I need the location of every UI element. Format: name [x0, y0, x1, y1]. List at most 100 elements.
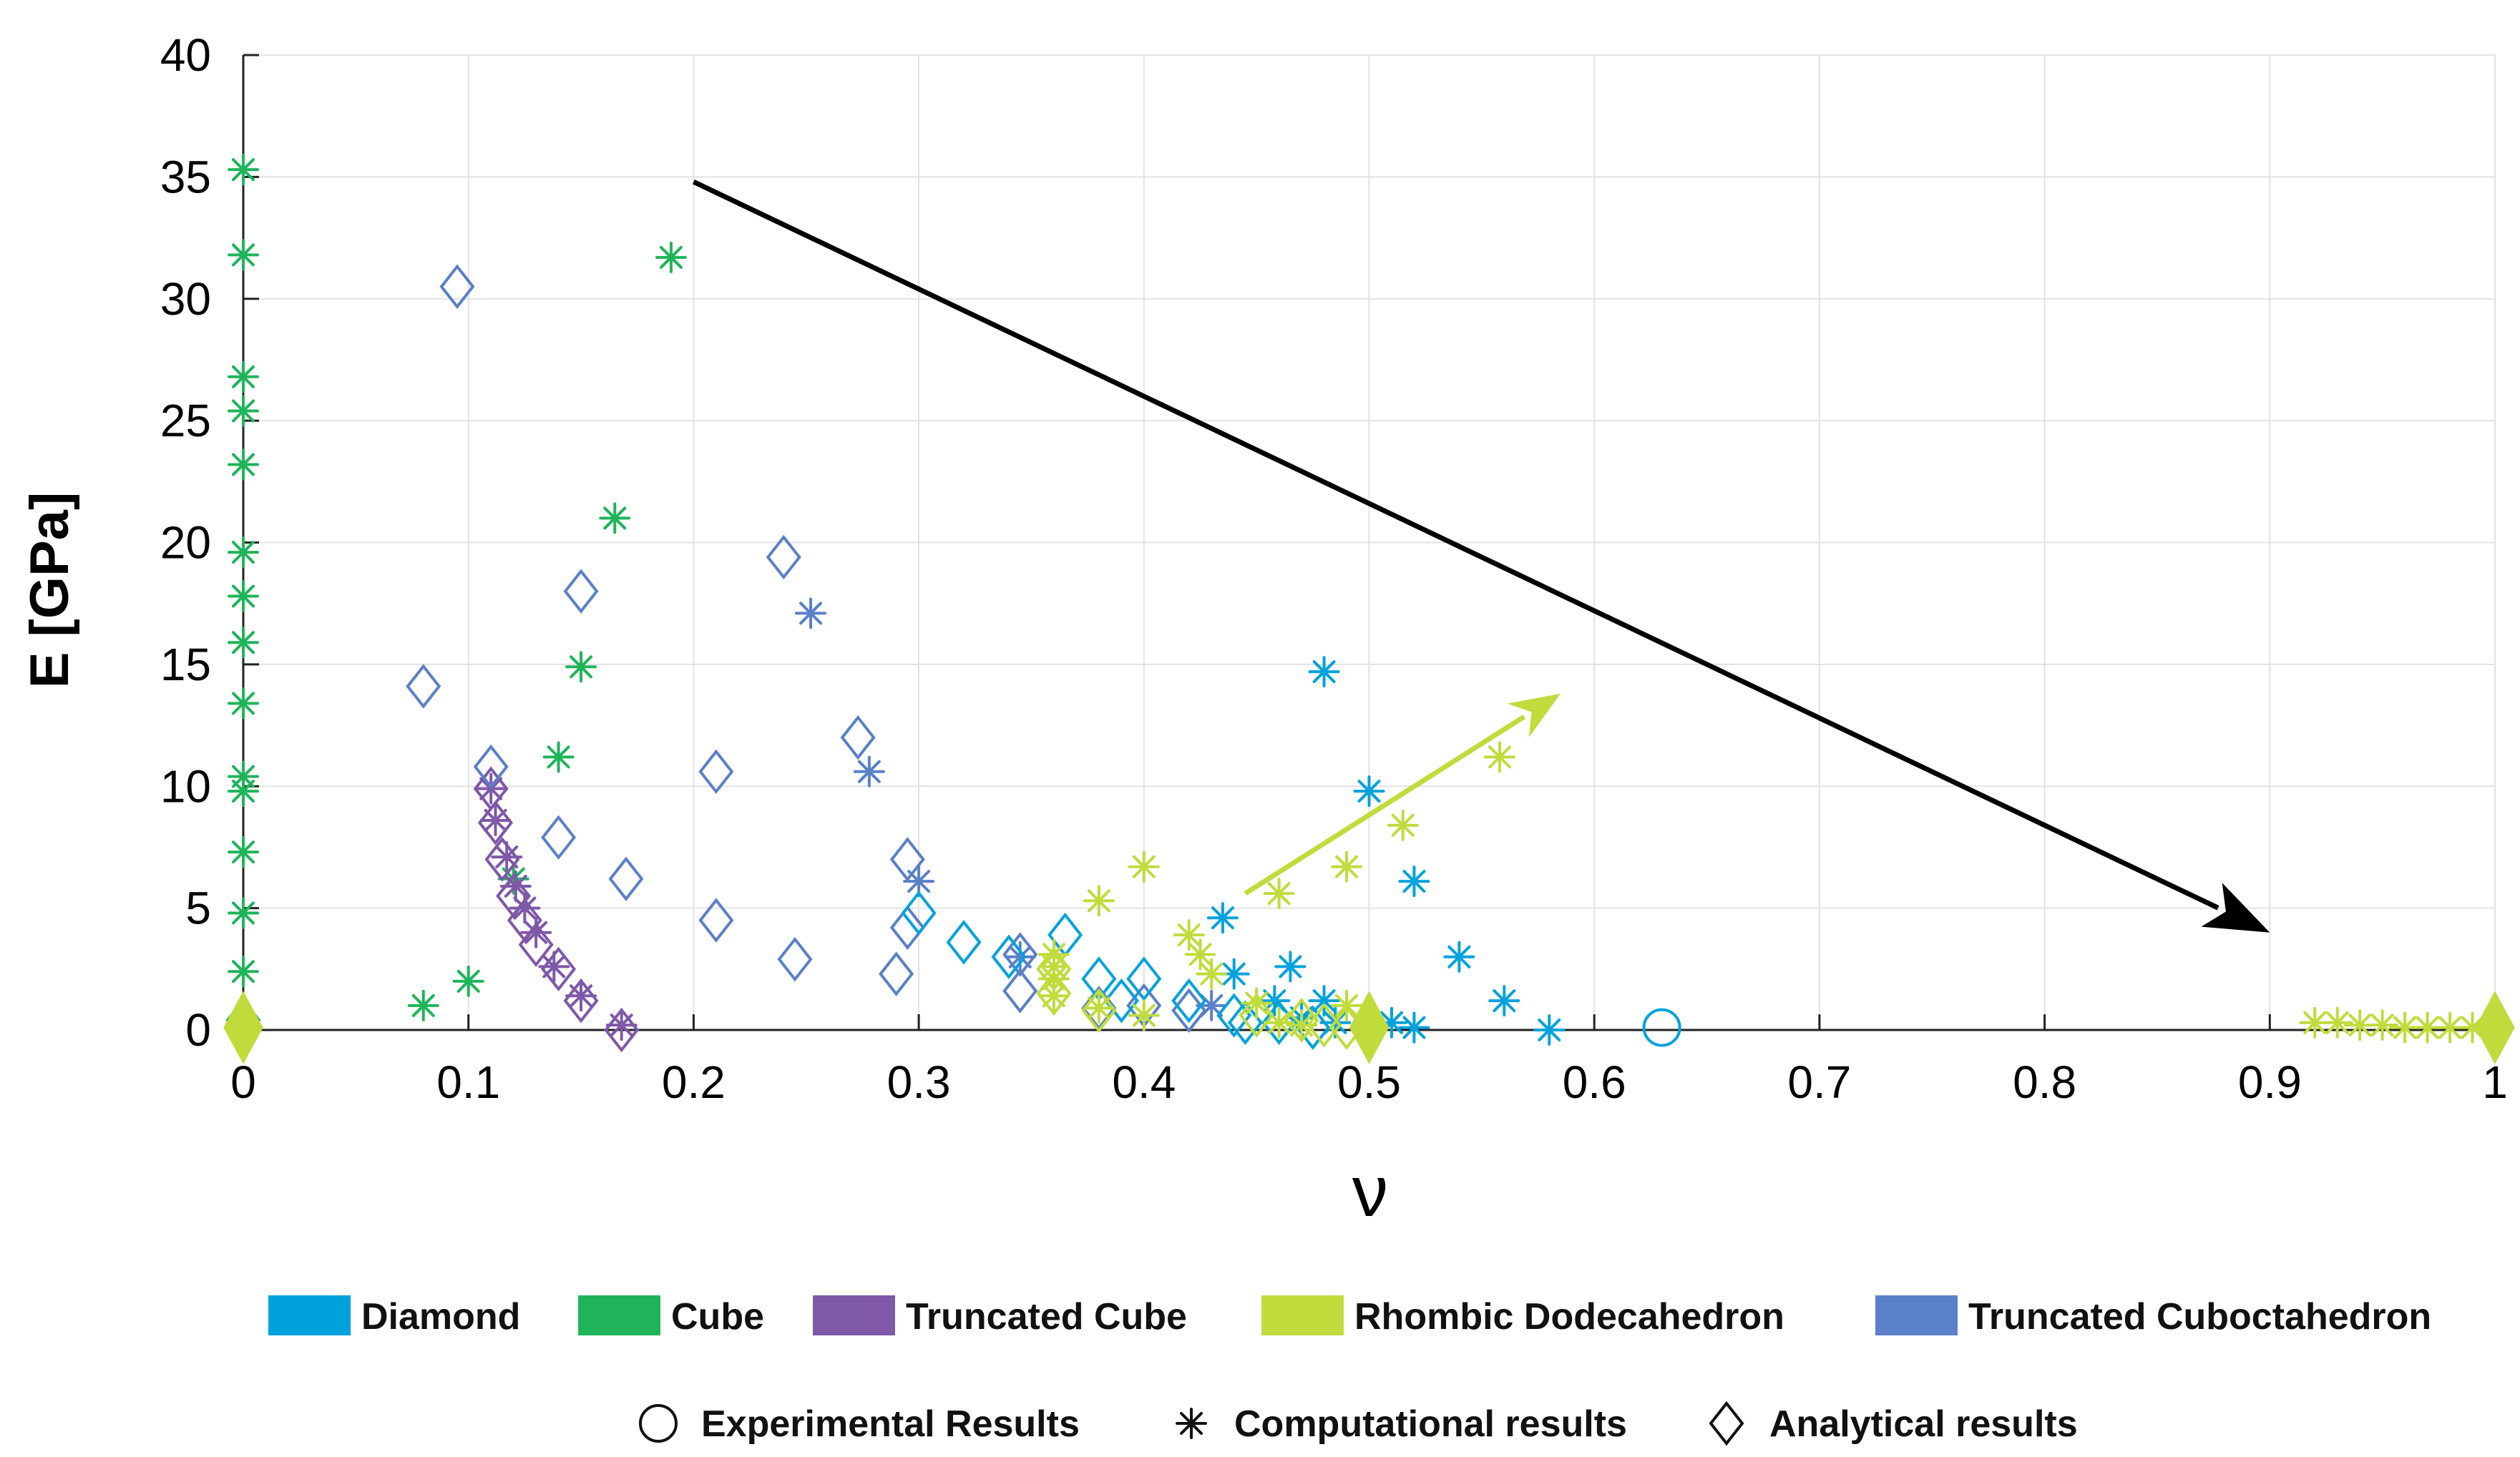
data-point — [228, 897, 259, 929]
legend-label: Rhombic Dodecahedron — [1354, 1296, 1784, 1338]
data-point — [1171, 988, 1207, 1033]
data-point — [1263, 878, 1295, 910]
data-point — [1173, 919, 1205, 951]
data-point — [2389, 1011, 2421, 1044]
legend-label: Cube — [671, 1296, 764, 1338]
series-truncated-cube-diamond — [473, 766, 640, 1053]
data-point — [1642, 1008, 1681, 1047]
legend-item-analytical-results: Analytical results — [1709, 1400, 2078, 1446]
y-tick-label: 15 — [160, 639, 211, 690]
data-point — [1308, 656, 1340, 688]
legend-marker — [1176, 1408, 1207, 1439]
data-point — [1083, 885, 1115, 917]
data-point — [1284, 998, 1319, 1043]
data-point — [407, 989, 439, 1021]
data-point — [491, 841, 523, 873]
x-tick-label: 0.6 — [1563, 1056, 1626, 1108]
data-point — [1103, 978, 1139, 1024]
data-point — [228, 536, 259, 569]
legend-methods: Experimental Results Computational result… — [639, 1400, 2078, 1446]
series-diamond-asterisk — [1206, 656, 1566, 1046]
data-point — [901, 891, 937, 936]
arrow-shaft — [692, 180, 2219, 911]
data-point — [698, 898, 734, 943]
data-point — [520, 916, 552, 948]
data-point — [228, 775, 259, 808]
legend-item-cube: Cube — [578, 1295, 764, 1338]
legend-materials: Diamond Cube Truncated Cube Rhombic Dodecah… — [268, 1295, 2431, 1338]
legend-swatch — [578, 1295, 660, 1335]
data-point — [565, 651, 597, 683]
data-point — [228, 154, 259, 186]
data-point — [1037, 963, 1070, 995]
data-point — [605, 1009, 638, 1041]
data-point — [1307, 1002, 1342, 1048]
data-point — [484, 837, 520, 882]
data-point — [497, 863, 529, 895]
data-point — [1375, 1006, 1407, 1039]
data-point — [1274, 951, 1307, 983]
data-point — [499, 870, 532, 902]
x-tick-label: 0.3 — [887, 1056, 951, 1108]
data-point — [1353, 775, 1385, 808]
data-point — [538, 951, 570, 983]
legend-marker — [1709, 1400, 1744, 1446]
data-point — [2344, 1009, 2376, 1041]
y-tick-label: 40 — [160, 29, 211, 81]
data-point — [1128, 850, 1160, 883]
data-point — [777, 936, 813, 982]
x-tick-label: 1 — [2482, 1056, 2508, 1108]
data-point — [1004, 941, 1036, 973]
data-point — [228, 687, 259, 720]
legend-label: Truncated Cuboctahedron — [1968, 1296, 2431, 1338]
x-tick-label: 0 — [230, 1056, 256, 1108]
data-point — [766, 534, 801, 580]
y-tick-label: 5 — [185, 883, 211, 934]
legend-label: Truncated Cube — [906, 1296, 1187, 1338]
data-point — [599, 502, 631, 534]
data-point — [853, 755, 885, 788]
data-point — [518, 922, 554, 967]
legend-item-computational-results: Computational results — [1176, 1403, 1627, 1445]
black-trend-arrow — [692, 180, 2270, 933]
data-point — [509, 892, 541, 924]
data-point — [477, 800, 514, 845]
data-point — [1488, 985, 1520, 1017]
data-point — [1002, 932, 1038, 977]
data-point — [1443, 941, 1475, 973]
legend-item-rhombic-dodecahedron: Rhombic Dodecahedron — [1261, 1295, 1784, 1338]
x-tick-label: 0.4 — [1112, 1056, 1176, 1108]
data-point — [1259, 985, 1291, 1017]
data-point — [2411, 1011, 2443, 1044]
data-point — [1036, 946, 1072, 992]
data-point — [228, 360, 259, 393]
legend-label: Experimental Results — [701, 1403, 1080, 1445]
green-trend-arrow — [1244, 693, 1561, 896]
data-point — [655, 241, 687, 273]
data-point — [1398, 1011, 1430, 1044]
y-tick-label: 25 — [160, 395, 211, 446]
data-point — [452, 965, 484, 997]
legend-marker — [639, 1404, 678, 1443]
arrow-head — [1507, 693, 1561, 737]
x-tick-label: 0.7 — [1787, 1056, 1851, 1108]
data-point — [1126, 956, 1162, 1001]
data-point — [1331, 850, 1363, 883]
data-point — [228, 448, 259, 481]
data-point — [2456, 1011, 2489, 1044]
legend-label: Diamond — [361, 1296, 520, 1338]
data-point — [608, 856, 644, 901]
data-point — [228, 580, 259, 612]
data-point — [1128, 999, 1160, 1031]
series-diamond-circle — [1642, 1008, 1681, 1047]
x-tick-label: 0.9 — [2238, 1056, 2302, 1108]
data-point — [1263, 1006, 1295, 1039]
legend-item-truncated-cuboctahedron: Truncated Cuboctahedron — [1875, 1295, 2431, 1338]
data-point — [228, 239, 259, 271]
data-point — [479, 804, 512, 836]
data-point — [473, 744, 509, 790]
data-point — [2321, 1006, 2353, 1039]
legend-item-experimental-results: Experimental Results — [639, 1403, 1080, 1445]
data-point — [991, 934, 1027, 980]
legend-label: Analytical results — [1769, 1403, 2078, 1445]
